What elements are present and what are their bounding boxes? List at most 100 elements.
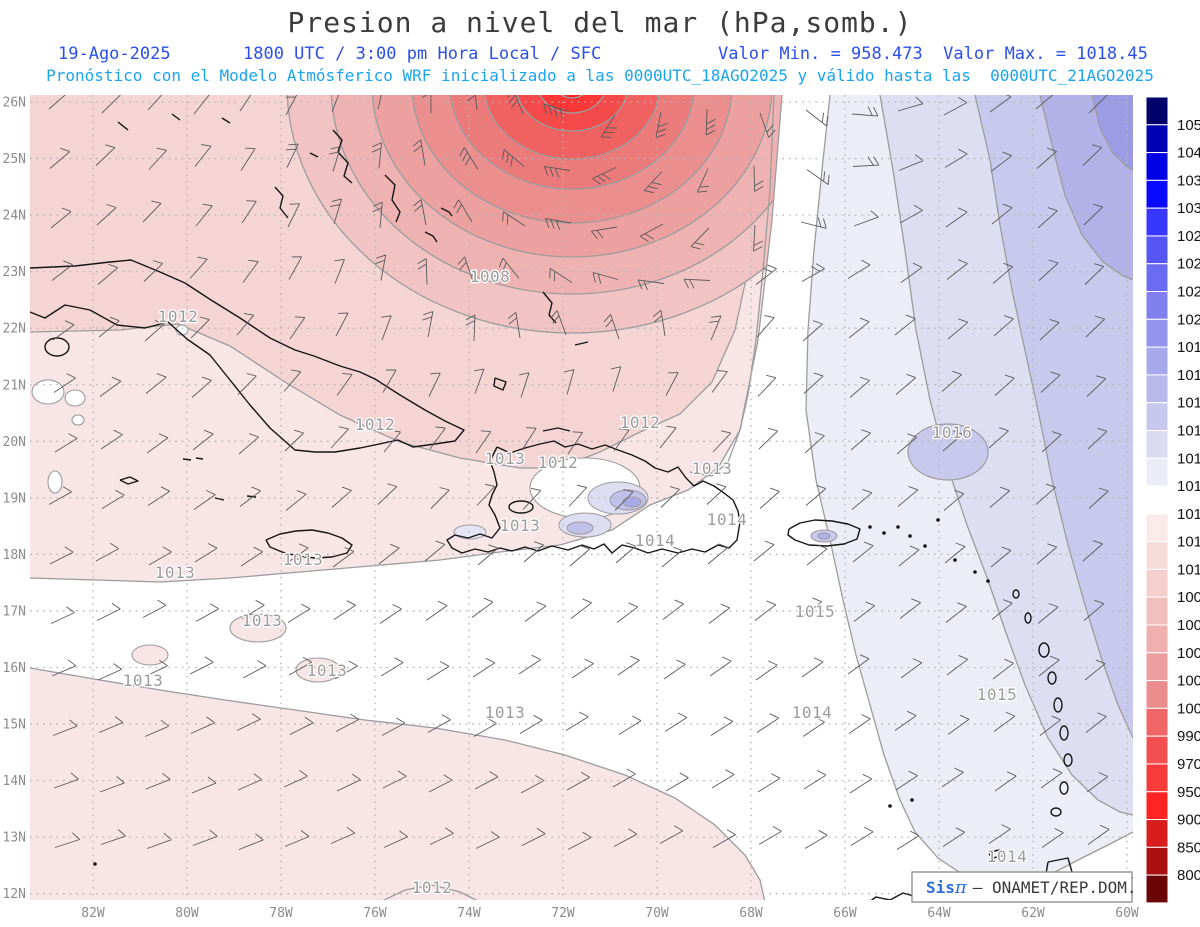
colorbar-tick-label: 1015 [1177, 450, 1200, 467]
colorbar-cell [1145, 735, 1169, 765]
contour-label: 1012 [412, 878, 453, 897]
colorbar-tick-label: 1030 [1177, 200, 1200, 217]
lon-tick-label: 70W [645, 906, 669, 921]
contour-label: 1012 [620, 413, 661, 432]
contour-label: 1013 [485, 703, 526, 722]
subtitle-line: 19-Ago-2025 1800 UTC / 3:00 pm Hora Loca… [0, 44, 1200, 66]
colorbar-tick-label: 1010 [1177, 561, 1200, 578]
colorbar-cell [1145, 207, 1169, 237]
contour-label: 1013 [155, 563, 196, 582]
lon-tick-label: 66W [833, 906, 857, 921]
lat-tick-label: 23N [3, 265, 26, 280]
pi-icon: π [954, 877, 968, 898]
colorbar-tick-label: 1028 [1177, 228, 1200, 245]
colorbar-cell [1145, 707, 1169, 737]
contour-label: 1013 [692, 459, 733, 478]
colorbar-cell [1145, 485, 1169, 515]
colorbar-cell [1145, 429, 1169, 459]
lat-tick-label: 14N [3, 774, 26, 789]
lon-tick-label: 68W [739, 906, 763, 921]
colorbar-cell [1145, 402, 1169, 431]
colorbar-tick-label: 1004 [1177, 645, 1200, 662]
colorbar-tick-label: 1016 [1177, 422, 1200, 439]
lon-tick-label: 78W [269, 906, 293, 921]
value-min-max: Valor Min. = 958.473 Valor Max. = 1018.4… [718, 44, 1148, 64]
colorbar-tick-label: 1022 [1177, 284, 1200, 301]
colorbar-cell [1145, 124, 1169, 154]
colorbar-tick-label: 1050 [1177, 117, 1200, 134]
contour-label: 1014 [792, 703, 833, 722]
colorbar-tick-label: 970 [1177, 756, 1200, 773]
colorbar-cell [1145, 346, 1169, 376]
colorbar-cell [1145, 846, 1169, 876]
colorbar: 1050 1040 1035 1030 1028 1025 1022 1020 1019 1018… [1145, 96, 1200, 904]
lon-tick-label: 74W [457, 906, 481, 921]
colorbar-tick-label: 1006 [1177, 617, 1200, 634]
contour-label: 1015 [795, 602, 836, 621]
contour-label: 1014 [707, 510, 748, 529]
colorbar-tick-label: 850 [1177, 839, 1200, 856]
page-title: Presion a nivel del mar (hPa,somb.) [287, 6, 913, 39]
colorbar-cell [1145, 596, 1169, 626]
colorbar-cell [1145, 457, 1169, 487]
colorbar-tick-label: 1012 [1177, 534, 1200, 551]
lat-tick-label: 16N [3, 661, 26, 676]
colorbar-tick-label: 1020 [1177, 311, 1200, 328]
lat-tick-label: 24N [3, 209, 26, 224]
colorbar-cell [1145, 179, 1169, 209]
colorbar-tick-label: 990 [1177, 728, 1200, 745]
lat-tick-label: 25N [3, 152, 26, 167]
lon-tick-label: 82W [81, 906, 105, 921]
lat-tick-label: 26N [3, 96, 26, 111]
contour-labels: 1008 1012 1012 1012 1013 1012 1013 1013 1014 1014… [121, 266, 1028, 899]
lon-tick-label: 76W [363, 906, 387, 921]
colorbar-cell [1145, 318, 1169, 348]
lon-tick-label: 64W [927, 906, 951, 921]
colorbar-cell [1145, 541, 1169, 570]
sispi-logo-text: Sis [926, 878, 955, 897]
colorbar-cell [1145, 652, 1169, 682]
coastlines [30, 113, 1133, 900]
colorbar-tick-label: 950 [1177, 784, 1200, 801]
contour-label: 1008 [470, 267, 511, 286]
contour-label: 1013 [485, 449, 526, 468]
lat-tick-label: 17N [3, 604, 26, 619]
colorbar-cell [1145, 374, 1169, 404]
colorbar-cell [1145, 513, 1169, 543]
colorbar-cell [1145, 152, 1169, 181]
contour-label: 1015 [977, 685, 1018, 704]
colorbar-tick-label: 1025 [1177, 256, 1200, 273]
contour-label: 1012 [158, 307, 199, 326]
colorbar-tick-label: 1018 [1177, 367, 1200, 384]
colorbar-cell [1145, 874, 1169, 904]
valid-date: 19-Ago-2025 [58, 44, 171, 64]
valid-time: 1800 UTC / 3:00 pm Hora Local / SFC [243, 44, 602, 64]
colorbar-cell [1145, 819, 1169, 848]
colorbar-cell [1145, 96, 1169, 126]
lat-tick-label: 15N [3, 718, 26, 733]
contour-label: 1013 [123, 671, 164, 690]
colorbar-cell [1145, 680, 1169, 709]
lat-tick-label: 19N [3, 491, 26, 506]
pressure-field [30, 95, 1133, 900]
lat-tick-label: 21N [3, 378, 26, 393]
lon-axis: 82W 80W 78W 76W 74W 72W 70W 68W 66W 64W 62W 60W [81, 906, 1139, 921]
contour-label: 1012 [538, 453, 579, 472]
lon-tick-label: 80W [175, 906, 199, 921]
colorbar-cell [1145, 291, 1169, 320]
lat-tick-label: 13N [3, 831, 26, 846]
lon-tick-label: 62W [1021, 906, 1045, 921]
contour-label: 1014 [987, 847, 1028, 866]
colorbar-tick-label: 800 [1177, 867, 1200, 884]
lon-tick-label: 60W [1115, 906, 1139, 921]
lat-axis: 26N 25N 24N 23N 22N 21N 20N 19N 18N 17N 16N 15N 14N 1… [3, 96, 26, 903]
lat-tick-label: 12N [3, 887, 26, 902]
model-info-line: Pronóstico con el Modelo Atmósferico WRF… [46, 66, 1154, 85]
colorbar-cell [1145, 624, 1169, 654]
colorbar-tick-label: 1019 [1177, 339, 1200, 356]
contour-label: 1013 [500, 516, 541, 535]
lat-tick-label: 18N [3, 548, 26, 563]
colorbar-tick-label: 1017 [1177, 395, 1200, 412]
